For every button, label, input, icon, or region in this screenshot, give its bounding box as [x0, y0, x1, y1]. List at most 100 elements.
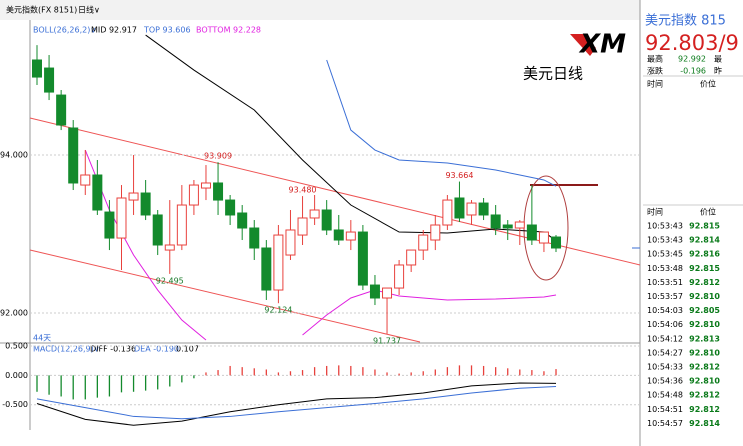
- candle-body: [357, 231, 368, 286]
- candle-body: [526, 224, 537, 241]
- candle-body: [80, 174, 91, 186]
- side-price: 92.803/9: [645, 31, 739, 55]
- logo: XM: [578, 30, 626, 60]
- boll-label: BOLL(26,26,2)∨: [33, 26, 96, 35]
- candle-body: [297, 217, 308, 236]
- y-tick-label: 0.500: [5, 341, 28, 350]
- price-label: 93.664: [445, 171, 473, 180]
- tick-time: 10:53:57: [647, 292, 683, 301]
- tick-time: 10:54:36: [647, 377, 683, 386]
- tick-time: 10:54:48: [647, 391, 683, 400]
- value: -0.196: [680, 67, 706, 76]
- header: 价位: [700, 207, 716, 217]
- y-tick-label: 94.000: [0, 151, 28, 160]
- boll-top: [326, 59, 557, 187]
- candle-body: [406, 249, 417, 266]
- candle-body: [176, 204, 187, 246]
- tick-price: 92.813: [689, 334, 720, 343]
- tick-price: 92.812: [689, 405, 720, 414]
- label: 最: [714, 55, 722, 64]
- price-label: 91.737: [373, 336, 401, 345]
- candle-body: [309, 209, 320, 219]
- caption: 美元日线: [523, 65, 583, 83]
- price-label: 92.495: [156, 276, 184, 285]
- side-title: 美元指数 815: [645, 14, 726, 29]
- candle-body: [321, 209, 332, 231]
- tick-time: 10:53:43: [647, 222, 683, 231]
- boll-bottom: BOTTOM 92.228: [196, 26, 261, 35]
- tick-time: 10:54:33: [647, 363, 683, 372]
- candle-body: [249, 227, 260, 249]
- tick-price: 92.812: [689, 278, 720, 287]
- candle-body: [382, 287, 393, 299]
- candle-body: [92, 174, 103, 211]
- tick-time: 10:53:51: [647, 278, 683, 287]
- header: 时间: [647, 207, 663, 217]
- tick-price: 92.816: [689, 250, 720, 259]
- tick-price: 92.815: [689, 222, 720, 231]
- value: 92.992: [678, 55, 706, 64]
- y-tick-label: 92.000: [0, 309, 28, 318]
- tick-price: 92.812: [689, 363, 720, 372]
- candle-body: [68, 127, 79, 184]
- dea-label: DEA -0.190: [134, 345, 179, 354]
- tick-price: 92.814: [689, 236, 720, 245]
- price-label: 93.480: [289, 186, 317, 195]
- price-label: 93.909: [204, 152, 232, 161]
- candle-body: [285, 229, 296, 256]
- tick-time: 10:53:45: [647, 250, 683, 259]
- candle-body: [502, 224, 513, 229]
- candle-body: [104, 211, 115, 239]
- tick-time: 10:53:48: [647, 264, 683, 273]
- tick-time: 10:54:12: [647, 334, 683, 343]
- boll-top: TOP 93.606: [143, 26, 191, 35]
- candle-body: [369, 284, 380, 299]
- candle-body: [237, 212, 248, 229]
- candle-body: [418, 234, 429, 251]
- candle-body: [116, 197, 127, 239]
- label: 涨跌: [647, 66, 663, 76]
- candle-body: [200, 182, 211, 189]
- tick-time: 10:54:51: [647, 405, 683, 414]
- tick-time: 10:54:03: [647, 306, 683, 315]
- tick-price: 92.805: [689, 306, 720, 315]
- tick-time: 10:54:27: [647, 348, 683, 357]
- candle-body: [261, 247, 272, 291]
- candle-body: [538, 231, 549, 244]
- tick-time: 10:54:06: [647, 320, 683, 329]
- header: 价位: [700, 79, 716, 89]
- candle-body: [442, 199, 453, 226]
- tick-price: 92.810: [689, 377, 720, 386]
- dea-line: [36, 385, 557, 420]
- candle-body: [56, 94, 67, 126]
- candle-body: [551, 236, 562, 249]
- candle-body: [333, 229, 344, 241]
- footer-label: 44天: [33, 334, 51, 343]
- macd-label: MACD(12,26,9)∨: [33, 345, 100, 354]
- diff-label: DIFF -0.136: [90, 345, 136, 354]
- candle-body: [466, 202, 477, 216]
- trend-line: [29, 117, 641, 266]
- candle-body: [44, 67, 55, 93]
- tab-title[interactable]: 美元指数(FX 8151): [6, 5, 77, 15]
- candle-body: [490, 214, 501, 229]
- logo-mark: [570, 34, 596, 56]
- candle-body: [164, 244, 175, 251]
- tab-bar: [0, 0, 640, 20]
- tick-price: 92.812: [689, 391, 720, 400]
- candle-body: [345, 231, 356, 241]
- candle-body: [273, 234, 284, 291]
- candle-body: [454, 197, 465, 219]
- tick-time: 10:54:57: [647, 419, 683, 428]
- candle-body: [128, 192, 139, 201]
- trend-line: [29, 249, 421, 343]
- candle-body: [225, 199, 236, 216]
- tick-price: 92.815: [689, 264, 720, 273]
- boll-mid: MID 92.917: [91, 26, 137, 35]
- tick-price: 92.810: [689, 320, 720, 329]
- period[interactable]: 日线∨: [78, 5, 100, 15]
- candle-body: [394, 264, 405, 289]
- candle-body: [140, 192, 151, 216]
